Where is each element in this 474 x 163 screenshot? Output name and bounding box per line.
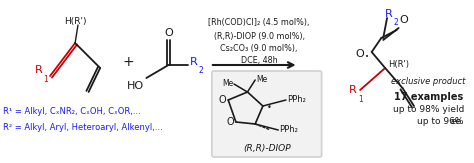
Text: up to 96%: up to 96%	[417, 118, 466, 126]
Text: R: R	[385, 9, 393, 19]
Text: O: O	[219, 95, 226, 105]
Text: R: R	[190, 57, 198, 67]
Text: 17 examples: 17 examples	[394, 92, 463, 102]
Text: 1: 1	[43, 75, 48, 84]
Text: 2: 2	[394, 18, 399, 27]
Text: ee: ee	[451, 118, 462, 126]
Text: Me: Me	[256, 74, 267, 83]
Text: Cs₂CO₃ (9.0 mol%),: Cs₂CO₃ (9.0 mol%),	[220, 44, 298, 53]
Text: PPh₂: PPh₂	[287, 96, 306, 104]
Text: R² = Alkyl, Aryl, Heteroaryl, Alkenyl,...: R² = Alkyl, Aryl, Heteroaryl, Alkenyl,..…	[3, 123, 163, 132]
Text: O: O	[355, 49, 364, 59]
Text: [Rh(COD)Cl]₂ (4.5 mol%),: [Rh(COD)Cl]₂ (4.5 mol%),	[209, 17, 310, 27]
Text: 2: 2	[198, 66, 203, 75]
Text: R: R	[348, 85, 356, 95]
Text: R: R	[35, 65, 42, 75]
Text: Me: Me	[222, 79, 233, 88]
Text: HO: HO	[128, 81, 145, 91]
Text: exclusive product: exclusive product	[392, 77, 465, 87]
Text: PPh₂: PPh₂	[279, 126, 298, 134]
Text: O: O	[164, 28, 173, 38]
Text: +: +	[122, 55, 134, 69]
Text: (R,R)-DIOP: (R,R)-DIOP	[243, 143, 291, 153]
Text: H(R'): H(R')	[64, 17, 86, 26]
Text: up to 98% yield: up to 98% yield	[393, 105, 464, 114]
Text: O: O	[400, 15, 408, 25]
Text: DCE, 48h: DCE, 48h	[241, 55, 277, 65]
Text: •: •	[365, 54, 369, 60]
FancyBboxPatch shape	[212, 71, 321, 157]
Text: 1: 1	[358, 95, 363, 104]
Text: O: O	[227, 117, 234, 127]
Text: (R,R)-DIOP (9.0 mol%),: (R,R)-DIOP (9.0 mol%),	[213, 32, 304, 42]
Text: •: •	[267, 104, 272, 112]
Text: H(R'): H(R')	[388, 59, 409, 68]
Text: R¹ = Alkyl, CₓNR₂, CₓOH, CₓOR,...: R¹ = Alkyl, CₓNR₂, CₓOH, CₓOR,...	[3, 108, 141, 117]
